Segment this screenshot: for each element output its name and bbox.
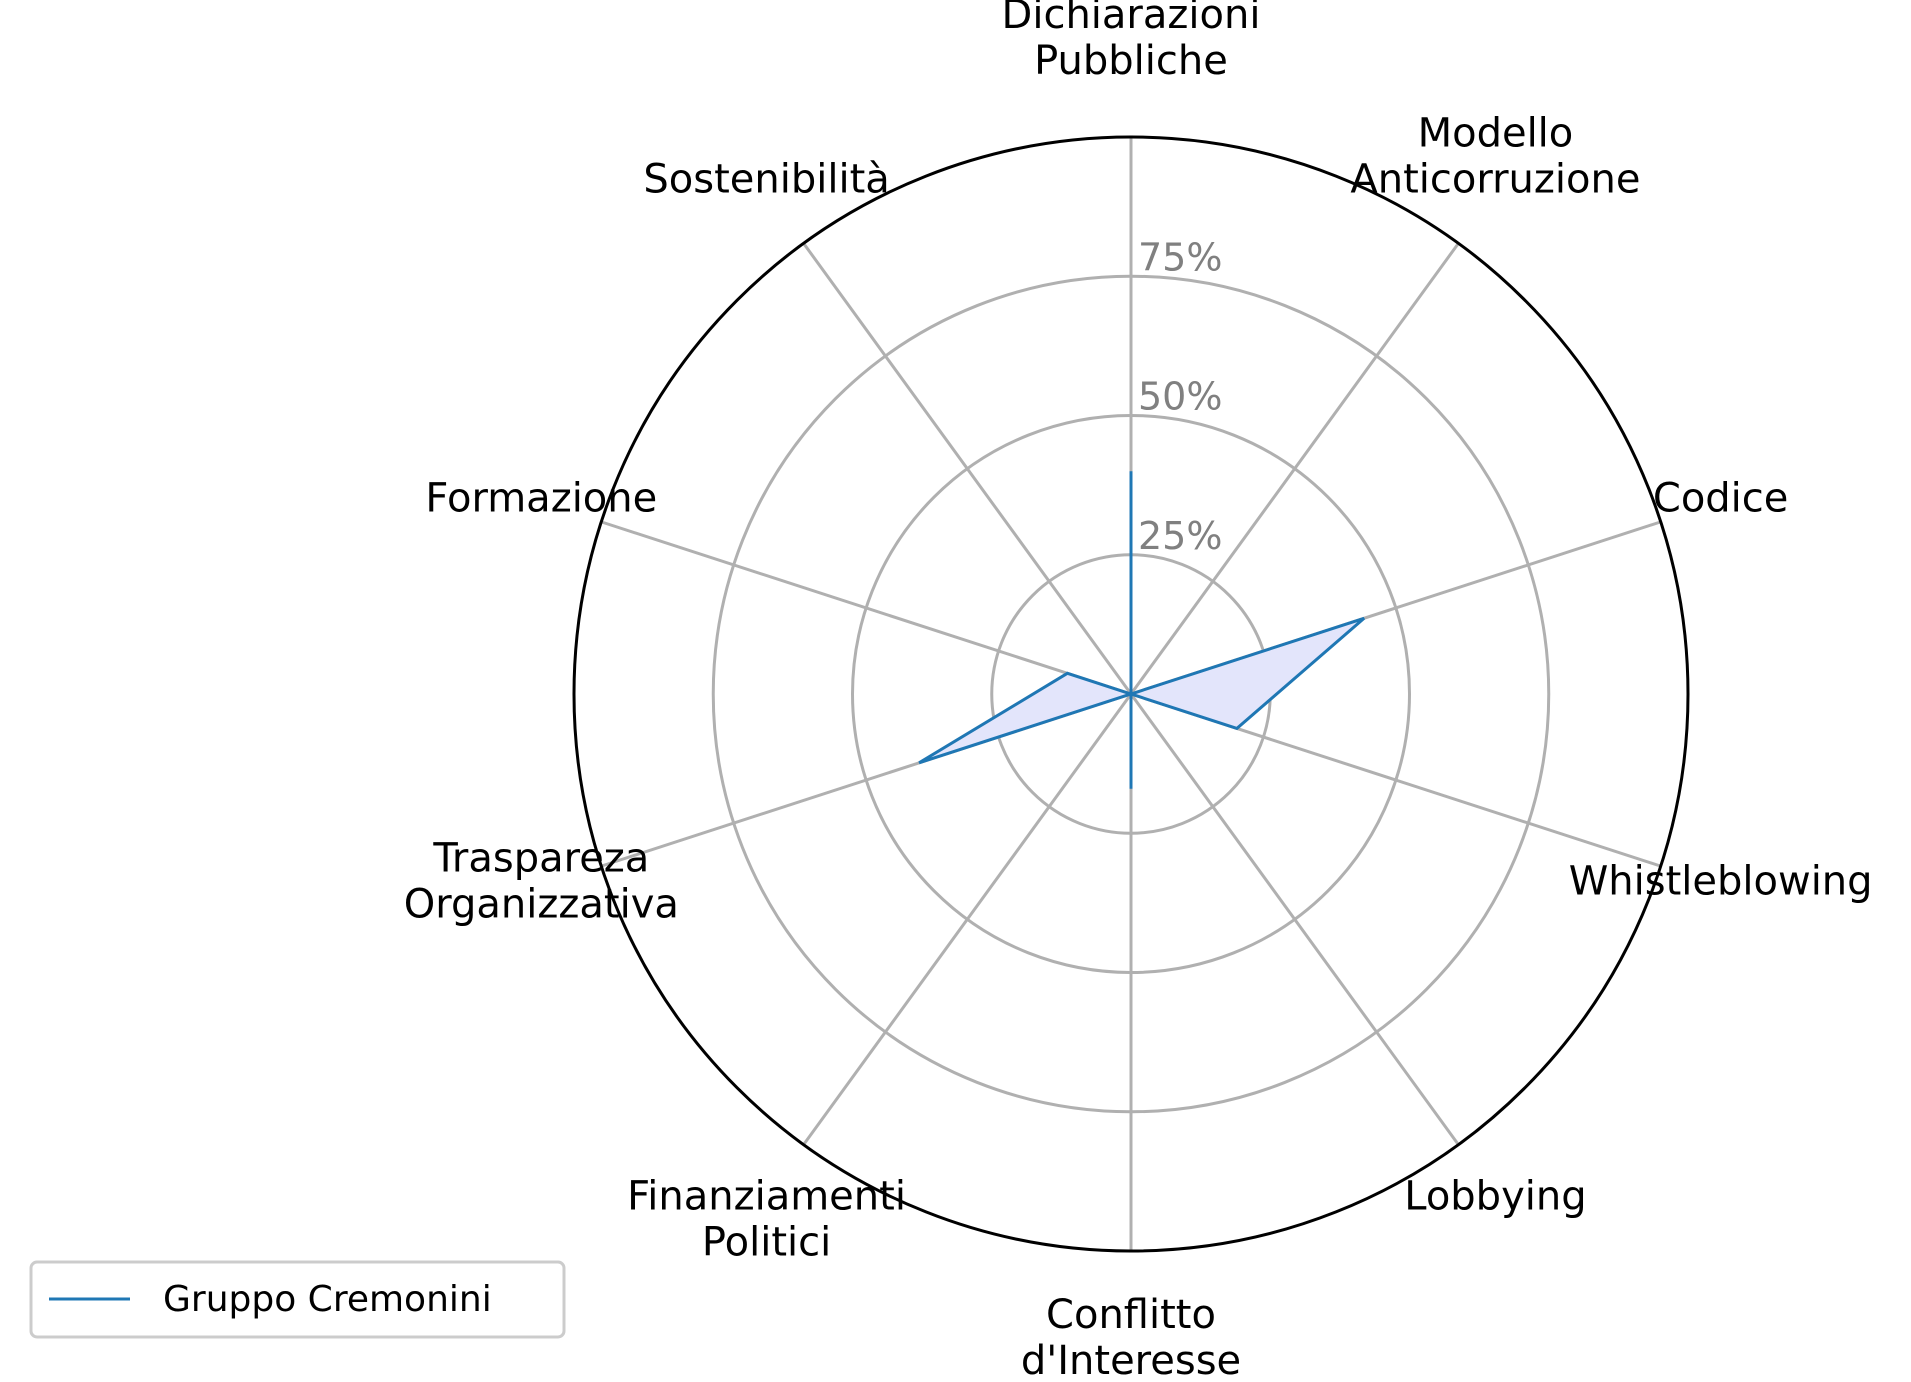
axis-label-7: Traspareza Organizzativa [404, 836, 679, 928]
axis-label-3: Whistleblowing [1569, 859, 1873, 905]
axis-labels: Dichiarazioni Pubbliche Modello Anticorruzi… [404, 0, 1873, 1382]
axis-label-5: Conflitto d'Interesse [1021, 1292, 1241, 1382]
axis-label-6: Finanziamenti Politici [627, 1174, 906, 1266]
tick-label-25: 25% [1138, 514, 1222, 558]
legend-frame [29, 1260, 566, 1339]
legend: Gruppo Cremonini [29, 1260, 566, 1339]
grid-ring-2 [711, 274, 1551, 1114]
series-line [918, 471, 1366, 789]
axis-label-1: Modello Anticorruzione [1350, 110, 1640, 202]
series-layer [918, 471, 1366, 789]
axis-label-8: Formazione [425, 475, 657, 521]
axis-label-4: Lobbying [1404, 1174, 1586, 1220]
series-area [919, 471, 1365, 789]
tick-label-75: 75% [1138, 235, 1222, 279]
axis-label-9: Sostenibilità [643, 156, 889, 202]
radial-tick-labels: 25% 50% 75% [1138, 235, 1222, 558]
legend-label: Gruppo Cremonini [163, 1279, 492, 1320]
axis-label-0: Dichiarazioni Pubbliche [1002, 0, 1261, 84]
outer-spine [572, 135, 1690, 1253]
tick-label-50: 50% [1138, 375, 1222, 419]
grid-ring-1 [851, 414, 1411, 974]
axis-label-2: Codice [1653, 475, 1789, 521]
